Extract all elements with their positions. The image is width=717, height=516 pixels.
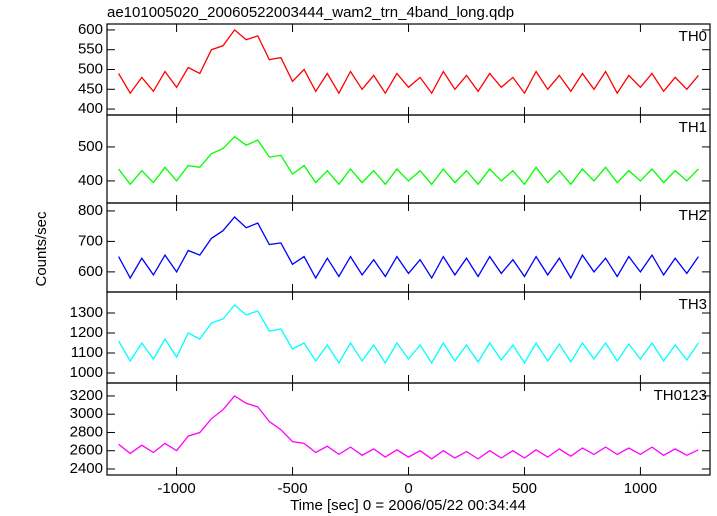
light-curve [118, 28, 699, 95]
y-tick-label: 1200 [70, 324, 103, 341]
y-tick-label: 1100 [71, 344, 103, 361]
y-tick-label: 400 [78, 172, 103, 189]
panel-frame [106, 202, 711, 293]
y-tick-label: 2600 [70, 442, 103, 459]
light-curve [118, 395, 699, 460]
y-tick-label: 700 [78, 232, 103, 249]
y-tick-label: 400 [78, 100, 103, 117]
y-tick-label: 2400 [70, 460, 103, 477]
x-tick-label: -500 [278, 480, 308, 497]
y-tick-label: 2800 [70, 423, 103, 440]
y-tick-label: 600 [78, 263, 103, 280]
y-tick-label: 1300 [70, 304, 103, 321]
x-tick-label: 0 [404, 480, 412, 497]
y-tick-label: 1000 [70, 364, 103, 381]
y-tick-label: 800 [78, 202, 103, 219]
chart-title: ae101005020_20060522003444_wam2_trn_4ban… [107, 4, 514, 21]
panel-label: TH2 [679, 207, 707, 224]
y-tick-label: 450 [78, 80, 103, 97]
y-tick-label: 500 [78, 60, 103, 77]
panel-label: TH0123 [654, 387, 707, 404]
y-tick-label: 600 [78, 21, 103, 38]
panel-frame [106, 382, 711, 476]
y-tick-label: 3000 [70, 405, 103, 422]
light-curve [118, 135, 699, 186]
panel-label: TH0 [679, 28, 707, 45]
y-tick-label: 3200 [70, 387, 103, 404]
panel-frame [106, 23, 711, 116]
y-tick-label: 550 [78, 41, 103, 58]
x-axis-label: Time [sec] 0 = 2006/05/22 00:34:44 [290, 497, 526, 514]
panel-label: TH1 [679, 119, 707, 136]
light-curve [118, 216, 699, 280]
panel-label: TH3 [679, 296, 707, 313]
light-curve [118, 304, 699, 365]
x-tick-label: -1000 [157, 480, 195, 497]
y-axis-label: Counts/sec [33, 211, 50, 287]
x-tick-label: 500 [512, 480, 537, 497]
y-tick-label: 500 [78, 138, 103, 155]
panel-frame [106, 114, 711, 204]
x-tick-label: 1000 [624, 480, 657, 497]
